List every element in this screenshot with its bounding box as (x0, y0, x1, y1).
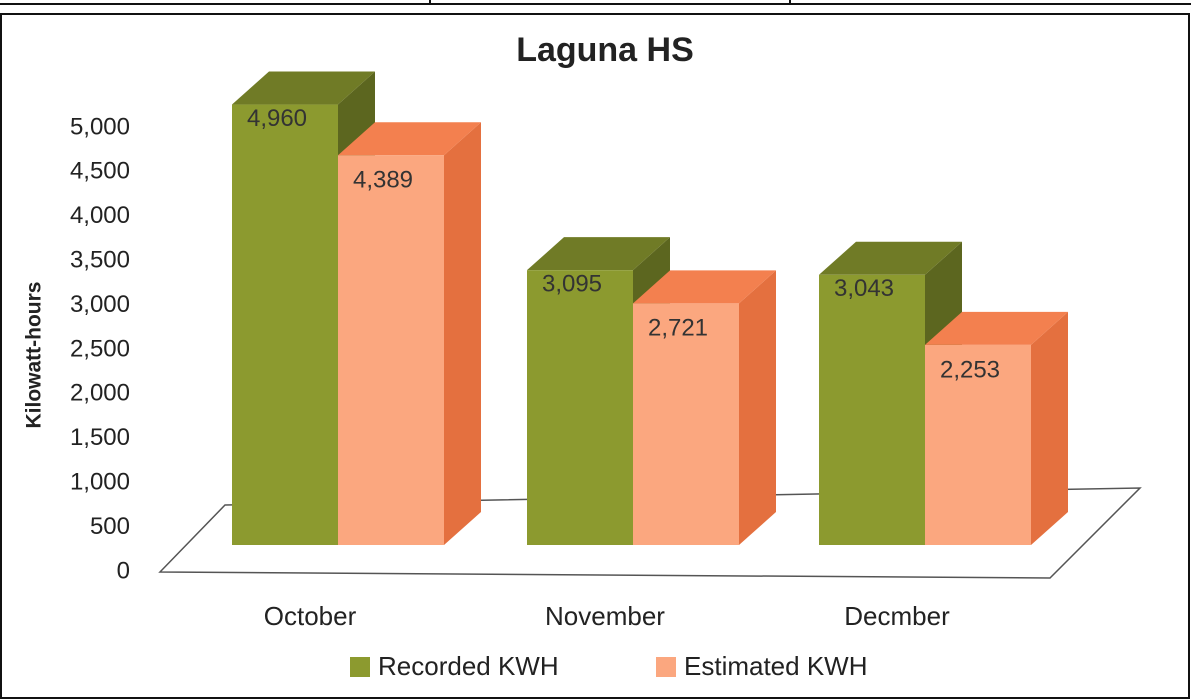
chart-title: Laguna HS (516, 31, 694, 69)
bar-top (527, 237, 670, 271)
data-label: 2,721 (648, 315, 708, 342)
bar (819, 274, 925, 545)
x-tick-label: Decmber (844, 601, 950, 631)
frame (0, 13, 1190, 699)
bar-side (1031, 311, 1068, 545)
bar-top (232, 71, 375, 105)
data-label: 3,095 (542, 271, 602, 298)
x-tick-label: October (264, 601, 357, 631)
x-tick-label: November (545, 601, 665, 631)
data-label: 4,389 (353, 167, 413, 194)
bar (527, 270, 633, 545)
y-tick-label: 4,000 (70, 202, 130, 229)
data-label: 3,043 (834, 275, 894, 302)
bar (925, 344, 1031, 545)
y-axis-label: Kilowatt-hours (23, 282, 46, 429)
bar-side (739, 270, 776, 545)
bar-top (338, 122, 481, 156)
y-tick-label: 4,500 (70, 158, 130, 185)
y-tick-label: 2,000 (70, 380, 130, 407)
y-tick-label: 5,000 (70, 113, 130, 140)
y-tick-label: 3,000 (70, 291, 130, 318)
bar-top (819, 241, 962, 275)
legend-swatch (656, 657, 676, 677)
bar-top (633, 270, 776, 304)
bar (338, 155, 444, 545)
y-tick-label: 500 (90, 513, 130, 540)
bar-side (444, 122, 481, 545)
data-label: 4,960 (247, 105, 307, 132)
legend-label: Estimated KWH (684, 651, 868, 681)
data-label: 2,253 (940, 356, 1000, 383)
y-tick-label: 1,500 (70, 424, 130, 451)
y-tick-label: 0 (117, 557, 130, 584)
y-tick-label: 3,500 (70, 247, 130, 274)
legend-label: Recorded KWH (378, 651, 559, 681)
y-tick-label: 2,500 (70, 335, 130, 362)
y-tick-label: 1,000 (70, 469, 130, 496)
bar (232, 104, 338, 545)
bar (633, 303, 739, 545)
bar-top (925, 311, 1068, 345)
legend-swatch (350, 657, 370, 677)
